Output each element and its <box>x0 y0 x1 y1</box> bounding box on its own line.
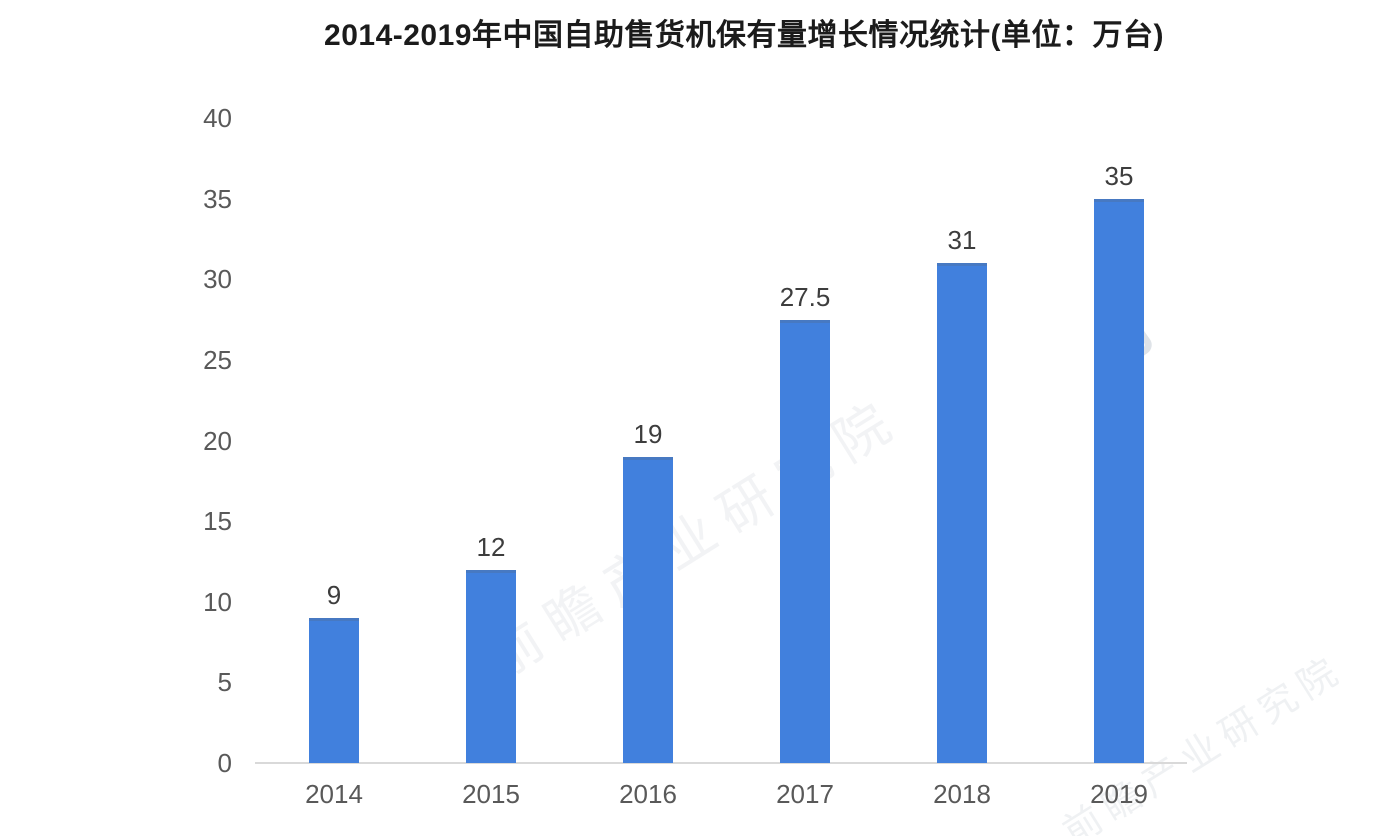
x-tick-label: 2019 <box>1090 779 1148 809</box>
x-tick-label: 2018 <box>933 779 991 809</box>
bar-2015 <box>466 569 516 763</box>
x-tick-label: 2014 <box>305 779 363 809</box>
bar-2018 <box>937 263 987 763</box>
y-tick-label: 25 <box>203 344 232 375</box>
x-tick-label: 2016 <box>619 779 677 809</box>
y-tick-label: 40 <box>203 103 232 133</box>
x-axis-line <box>255 762 1187 764</box>
bar-value-label: 9 <box>326 579 342 610</box>
chart-title: 2014-2019年中国自助售货机保有量增长情况统计(单位：万台) <box>324 19 1164 52</box>
y-tick-label: 0 <box>217 748 232 778</box>
y-tick-label: 15 <box>203 506 232 537</box>
bar-2017 <box>780 319 830 763</box>
y-tick-label: 5 <box>217 667 232 698</box>
x-tick-label: 2015 <box>462 779 520 809</box>
bar-value-label: 31 <box>947 225 977 256</box>
y-tick-label: 10 <box>203 586 232 617</box>
bar-value-label: 35 <box>1104 160 1134 191</box>
bar-value-label: 27.5 <box>779 281 831 312</box>
y-tick-label: 20 <box>203 425 232 456</box>
y-tick-label: 35 <box>203 183 232 214</box>
y-tick-label: 30 <box>203 264 232 295</box>
bar-value-label: 12 <box>476 531 506 562</box>
bar-2019 <box>1094 198 1144 763</box>
bar-2014 <box>309 617 359 763</box>
bar-value-label: 19 <box>633 418 663 449</box>
bar-2016 <box>623 456 673 763</box>
x-tick-label: 2017 <box>776 779 834 809</box>
